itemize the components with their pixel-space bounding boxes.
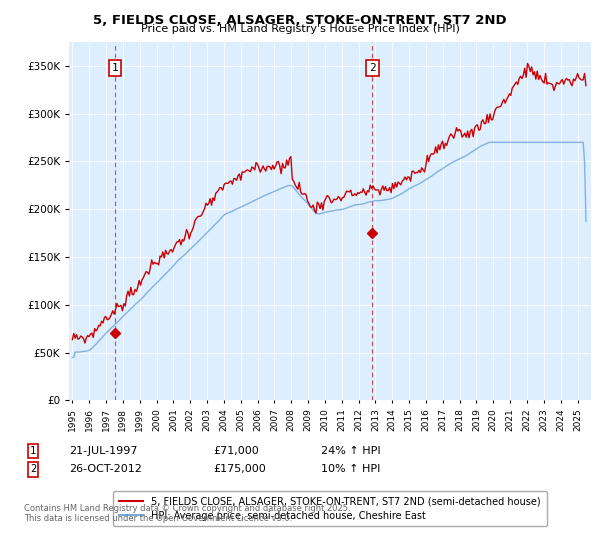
Text: £175,000: £175,000	[213, 464, 266, 474]
Text: 2: 2	[369, 63, 376, 73]
Text: 21-JUL-1997: 21-JUL-1997	[69, 446, 137, 456]
Text: 24% ↑ HPI: 24% ↑ HPI	[321, 446, 380, 456]
Text: 2: 2	[30, 464, 36, 474]
Text: 5, FIELDS CLOSE, ALSAGER, STOKE-ON-TRENT, ST7 2ND: 5, FIELDS CLOSE, ALSAGER, STOKE-ON-TRENT…	[93, 14, 507, 27]
Text: £71,000: £71,000	[213, 446, 259, 456]
Text: 1: 1	[30, 446, 36, 456]
Text: Price paid vs. HM Land Registry's House Price Index (HPI): Price paid vs. HM Land Registry's House …	[140, 24, 460, 34]
Text: Contains HM Land Registry data © Crown copyright and database right 2025.
This d: Contains HM Land Registry data © Crown c…	[24, 504, 350, 524]
Text: 10% ↑ HPI: 10% ↑ HPI	[321, 464, 380, 474]
Text: 26-OCT-2012: 26-OCT-2012	[69, 464, 142, 474]
Text: 1: 1	[112, 63, 119, 73]
Legend: 5, FIELDS CLOSE, ALSAGER, STOKE-ON-TRENT, ST7 2ND (semi-detached house), HPI: Av: 5, FIELDS CLOSE, ALSAGER, STOKE-ON-TRENT…	[113, 491, 547, 526]
